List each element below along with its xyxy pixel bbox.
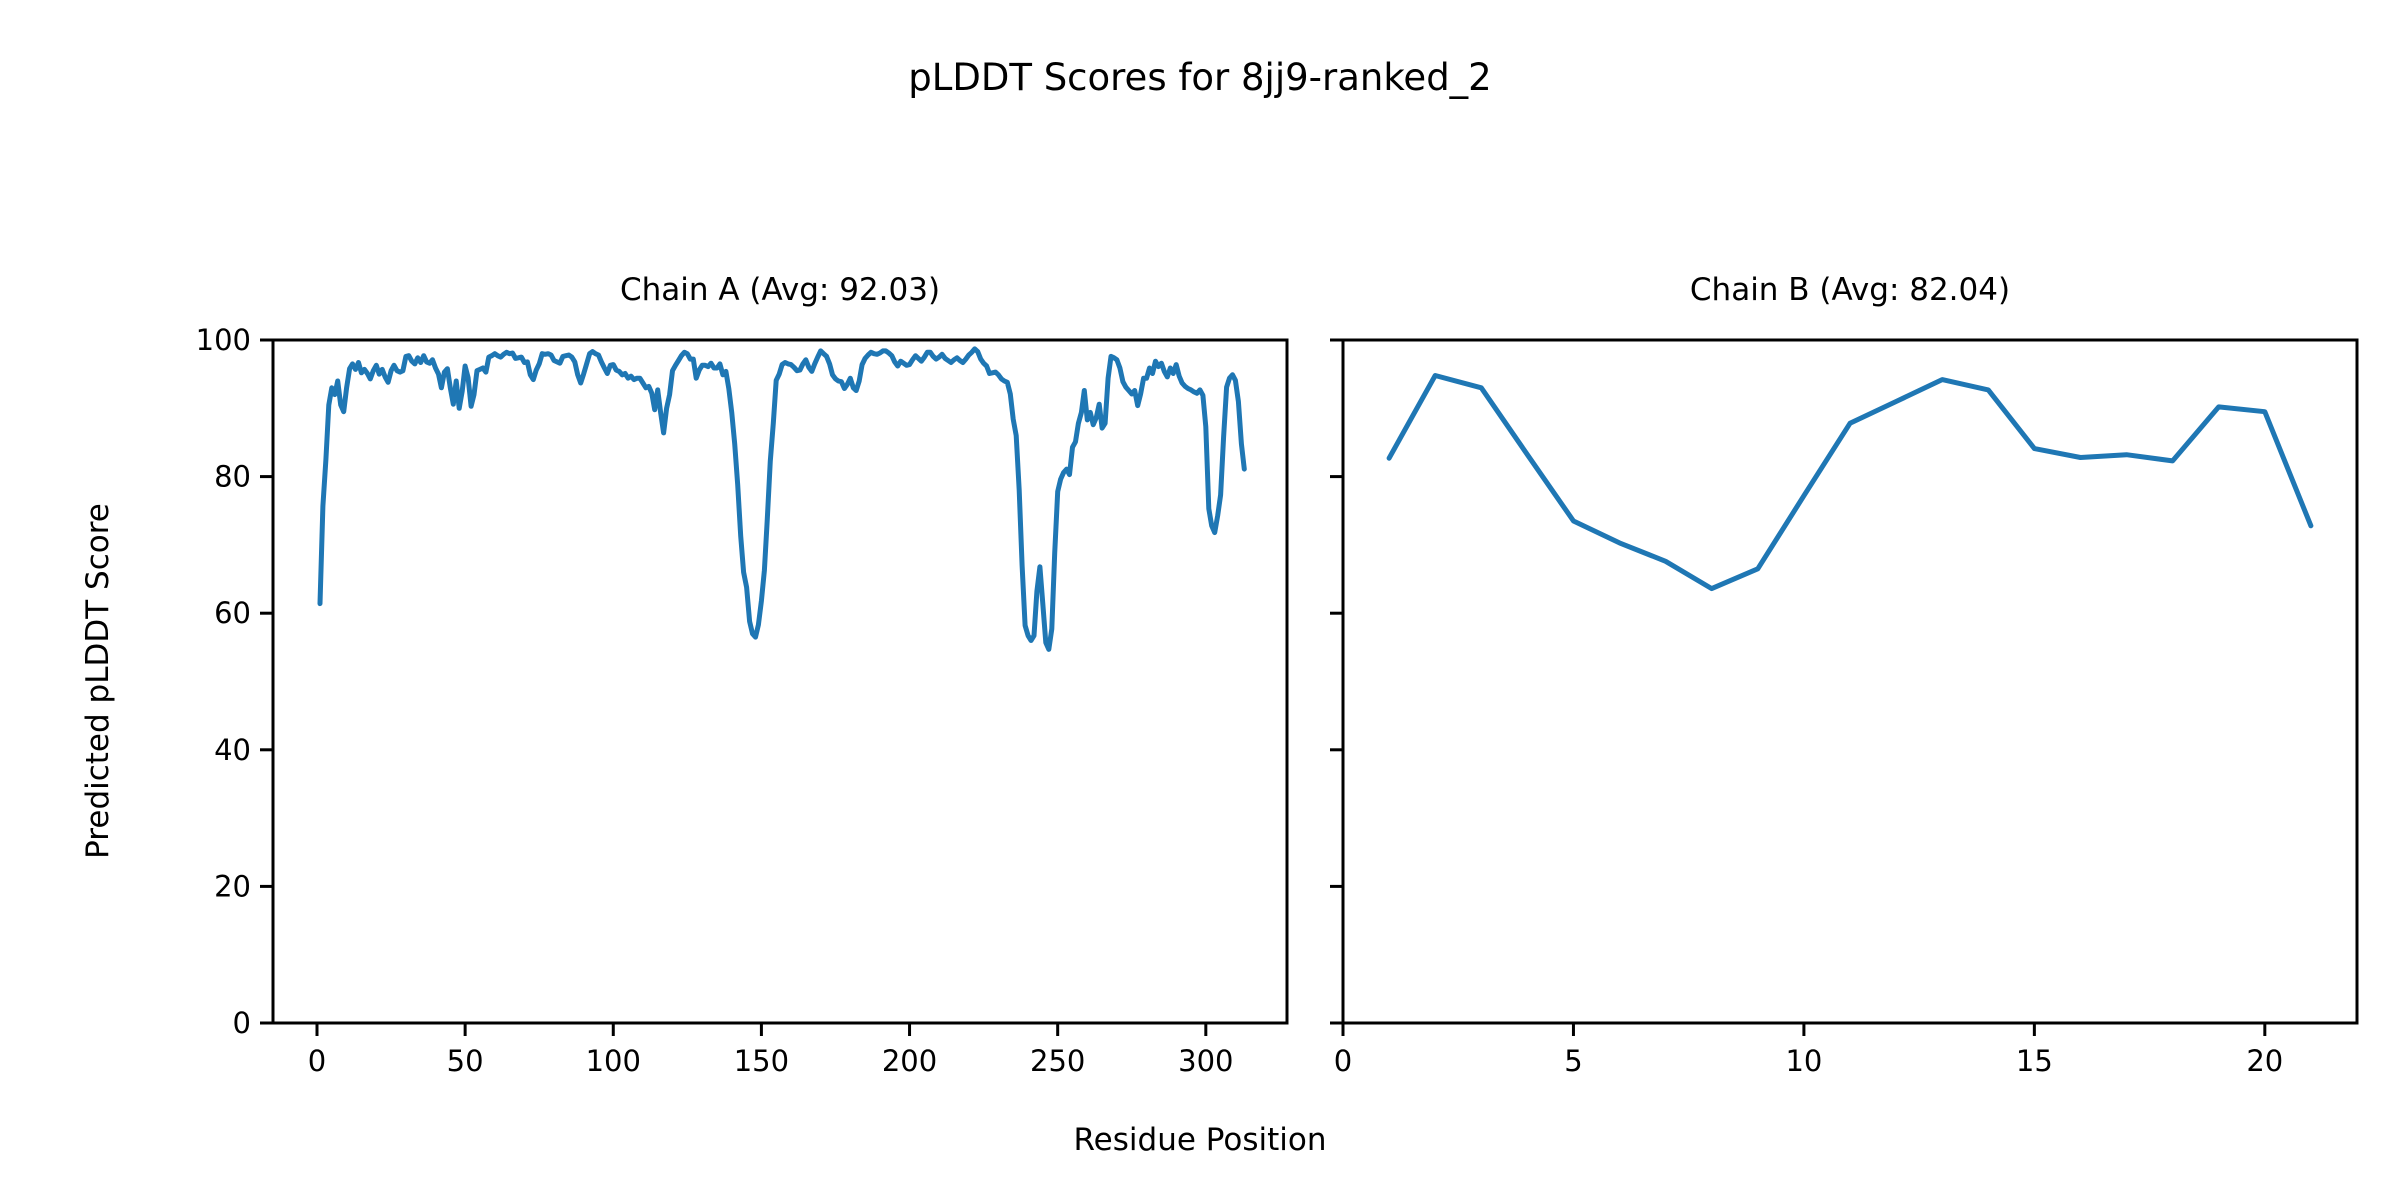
y-tick-label: 20 — [214, 869, 251, 903]
x-tick-label: 20 — [2246, 1044, 2283, 1078]
chain-a-plot: 0 50 100 150 200 250 300 0 20 40 60 80 100 — [196, 323, 1289, 1078]
chain-a-spines — [271, 338, 1289, 1025]
x-tick-label: 10 — [1785, 1044, 1822, 1078]
chain-b-line — [1386, 373, 2314, 592]
x-tick-label: 0 — [1334, 1044, 1352, 1078]
y-tick-label: 0 — [233, 1006, 251, 1040]
x-tick-label: 250 — [1030, 1044, 1085, 1078]
x-tick-label: 300 — [1178, 1044, 1233, 1078]
y-tick-label: 100 — [196, 323, 251, 357]
x-axis-label: Residue Position — [1074, 1122, 1327, 1158]
chain-a-line — [317, 346, 1247, 652]
y-axis-label: Predicted pLDDT Score — [80, 503, 116, 859]
chain-a-title: Chain A (Avg: 92.03) — [620, 272, 940, 308]
x-tick-label: 15 — [2016, 1044, 2053, 1078]
x-tick-label: 50 — [447, 1044, 484, 1078]
chain-b-plot: 0 5 10 15 20 — [1330, 338, 2359, 1078]
x-tick-label: 200 — [882, 1044, 937, 1078]
x-tick-label: 100 — [586, 1044, 641, 1078]
x-tick-label: 150 — [734, 1044, 789, 1078]
x-tick-label: 0 — [308, 1044, 326, 1078]
x-tick-label: 5 — [1564, 1044, 1582, 1078]
y-tick-label: 80 — [214, 460, 251, 494]
y-tick-label: 60 — [214, 596, 251, 630]
figure-title: pLDDT Scores for 8jj9-ranked_2 — [908, 56, 1491, 99]
chain-b-spines — [1341, 338, 2359, 1025]
y-tick-label: 40 — [214, 733, 251, 767]
chain-b-title: Chain B (Avg: 82.04) — [1690, 272, 2010, 308]
